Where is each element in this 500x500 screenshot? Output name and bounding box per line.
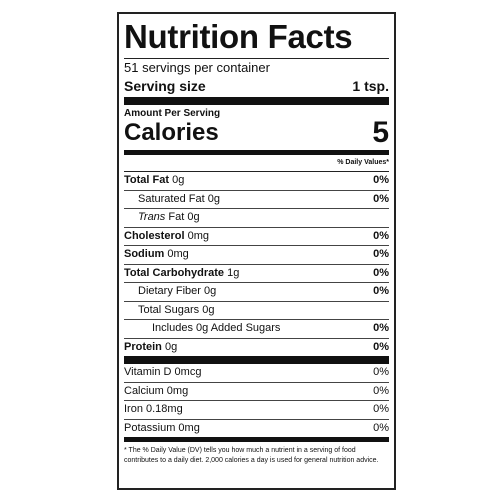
nutrient-amount: 1g xyxy=(227,266,240,279)
nutrient-name: Total Fat xyxy=(124,174,170,186)
nutrient-name: Saturated Fat 0g xyxy=(138,192,220,205)
amount-per-serving: Amount Per Serving xyxy=(124,108,221,119)
nutrient-row: Trans Fat 0g xyxy=(124,209,389,228)
serving-size-value: 1 tsp. xyxy=(352,78,389,94)
vitamin-dv: 0% xyxy=(373,421,389,434)
nutrient-row: Total Fat 0g 0% xyxy=(124,172,389,191)
title: Nutrition Facts xyxy=(124,18,353,55)
vitamin-dv: 0% xyxy=(373,403,389,415)
nutrient-name: Protein xyxy=(124,340,162,353)
nutrient-row: Sodium 0mg 0% xyxy=(124,246,389,265)
vitamin-name: Vitamin D 0mcg xyxy=(124,366,202,378)
nutrient-row: Includes 0g Added Sugars 0% xyxy=(124,320,389,339)
serving-size-label: Serving size xyxy=(124,78,206,94)
vitamin-row: Vitamin D 0mcg 0% xyxy=(124,364,389,383)
medium-rule xyxy=(124,437,389,442)
footnote: * The % Daily Value (DV) tells you how m… xyxy=(124,447,379,464)
vitamin-name: Potassium 0mg xyxy=(124,421,200,434)
nutrient-row: Total Carbohydrate 1g 0% xyxy=(124,265,389,283)
nutrient-row: Saturated Fat 0g 0% xyxy=(124,191,389,209)
nutrition-label: Nutrition Facts 51 servings per containe… xyxy=(117,12,396,490)
nutrient-amount: 0mg xyxy=(167,248,189,260)
nutrient-name: Includes 0g Added Sugars xyxy=(152,322,281,334)
nutrient-dv: 0% xyxy=(373,192,389,205)
nutrient-amount: 0g xyxy=(164,340,178,353)
nutrient-dv: 0% xyxy=(373,174,389,186)
nutrient-row: Protein 0g 0% xyxy=(124,339,389,357)
nutrient-name: Dietary Fiber 0g xyxy=(138,285,217,297)
medium-rule xyxy=(124,150,389,155)
nutrient-dv: 0% xyxy=(373,285,389,297)
thick-rule xyxy=(124,97,389,105)
vitamin-name: Iron 0.18mg xyxy=(124,403,183,415)
nutrient-name-italic: Trans xyxy=(138,211,166,223)
calories-value: 5 xyxy=(372,116,389,149)
nutrient-dv: 0% xyxy=(373,248,389,260)
nutrient-name: Total Carbohydrate xyxy=(124,266,225,279)
nutrient-dv: 0% xyxy=(373,266,389,279)
nutrient-row: Cholesterol 0mg 0% xyxy=(124,228,389,246)
nutrient-name: Fat 0g xyxy=(168,211,200,223)
calories: Calories 5 xyxy=(124,116,389,149)
nutrient-amount: 0mg xyxy=(187,229,209,242)
nutrient-dv: 0% xyxy=(373,340,389,353)
vitamin-row: Calcium 0mg 0% xyxy=(124,383,389,401)
nutrient-dv: 0% xyxy=(373,322,389,334)
dv-header: % Daily Values* xyxy=(124,155,389,172)
serving-size: Serving size 1 tsp. xyxy=(124,77,389,95)
servings: 51 servings per container xyxy=(124,58,389,77)
nutrient-amount: 0g xyxy=(172,174,185,186)
vitamin-row: Potassium 0mg 0% xyxy=(124,420,389,438)
vitamin-dv: 0% xyxy=(373,366,389,378)
vitamin-name: Calcium 0mg xyxy=(124,384,189,397)
vitamin-dv: 0% xyxy=(373,384,389,397)
nutrient-dv: 0% xyxy=(373,229,389,242)
nutrient-name: Total Sugars 0g xyxy=(138,303,215,316)
calories-label: Calories xyxy=(124,119,219,146)
nutrient-name: Sodium xyxy=(124,248,165,260)
vitamin-row: Iron 0.18mg 0% xyxy=(124,401,389,420)
nutrient-name: Cholesterol xyxy=(124,229,185,242)
nutrient-row: Total Sugars 0g xyxy=(124,302,389,320)
thick-rule xyxy=(124,356,389,364)
nutrient-row: Dietary Fiber 0g 0% xyxy=(124,283,389,302)
